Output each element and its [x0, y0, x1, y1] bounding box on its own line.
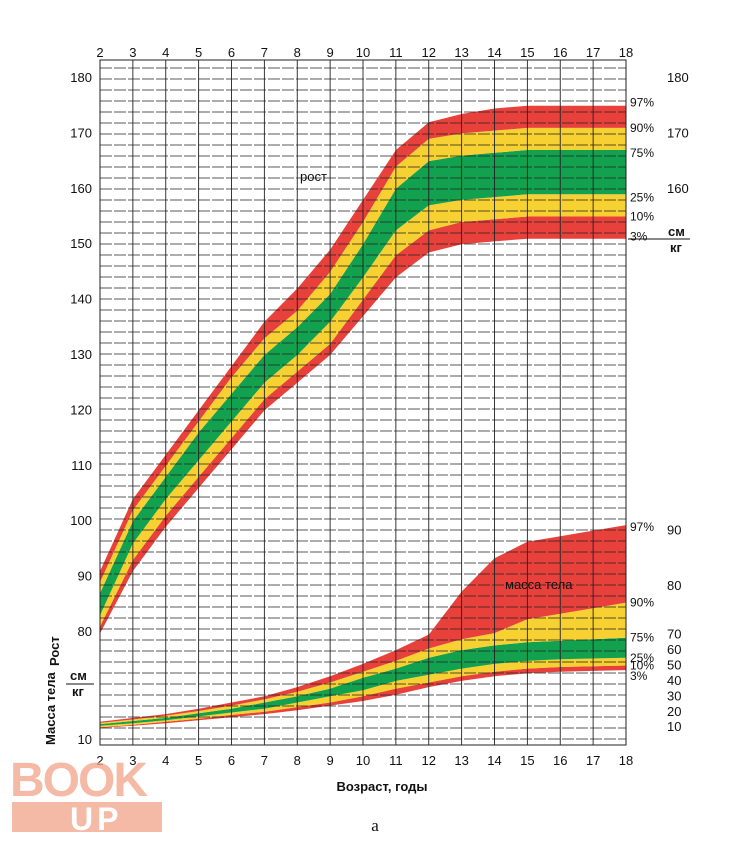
- left-label-height: Рост: [47, 636, 62, 666]
- y-tick-right-height-180: 180: [667, 70, 689, 85]
- x-tick-bottom-8: 8: [294, 753, 301, 768]
- y-tick-left-160: 160: [70, 181, 92, 196]
- x-tick-bottom-11: 11: [389, 753, 403, 768]
- axis-annotations: рост масса тела Возраст, годы Рост см кг…: [43, 169, 690, 794]
- x-tick-bottom-13: 13: [454, 753, 468, 768]
- left-unit-cm: см: [70, 668, 87, 683]
- y-tick-right-weight-70: 70: [667, 627, 681, 642]
- y-tick-right-weight-60: 60: [667, 642, 681, 657]
- watermark-bar: [12, 802, 162, 832]
- y-tick-right-weight-30: 30: [667, 688, 681, 703]
- x-tick-bottom-12: 12: [422, 753, 436, 768]
- x-tick-top-10: 10: [356, 45, 370, 60]
- y-tick-right-height-160: 160: [667, 181, 689, 196]
- watermark-line2: UP: [70, 801, 122, 836]
- y-tick-left-10: 10: [78, 732, 92, 747]
- x-tick-top-7: 7: [261, 45, 268, 60]
- pct-label-weight-75: 75%: [630, 631, 654, 645]
- percentile-labels: 3%10%25%75%90%97%3%10%25%75%90%97%: [630, 96, 654, 683]
- y-tick-left-110: 110: [71, 458, 92, 473]
- pct-label-height-25: 25%: [630, 190, 654, 204]
- x-tick-bottom-3: 3: [129, 753, 136, 768]
- y-tick-left-120: 120: [70, 402, 92, 417]
- y-tick-right-weight-10: 10: [667, 719, 681, 734]
- pct-label-weight-10: 10%: [630, 658, 654, 672]
- x-tick-top-14: 14: [487, 45, 501, 60]
- height-annotation: рост: [300, 169, 327, 184]
- x-tick-bottom-2: 2: [96, 753, 103, 768]
- y-tick-left-130: 130: [70, 347, 92, 362]
- x-tick-bottom-18: 18: [619, 753, 633, 768]
- y-tick-right-weight-90: 90: [667, 523, 681, 538]
- figure-caption: а: [371, 816, 379, 835]
- x-tick-bottom-16: 16: [553, 753, 567, 768]
- left-unit-kg: кг: [72, 684, 85, 699]
- x-tick-bottom-5: 5: [195, 753, 202, 768]
- x-tick-top-13: 13: [454, 45, 468, 60]
- x-tick-top-9: 9: [327, 45, 334, 60]
- x-tick-top-8: 8: [294, 45, 301, 60]
- y-tick-right-weight-40: 40: [667, 673, 681, 688]
- x-tick-bottom-4: 4: [162, 753, 169, 768]
- y-tick-right-weight-80: 80: [667, 578, 681, 593]
- y-tick-left-80: 80: [78, 624, 92, 639]
- x-tick-top-2: 2: [96, 45, 103, 60]
- chart-grid: [99, 59, 627, 746]
- x-tick-top-12: 12: [422, 45, 436, 60]
- x-tick-top-16: 16: [553, 45, 567, 60]
- y-tick-right-weight-20: 20: [667, 704, 681, 719]
- x-axis-label: Возраст, годы: [337, 779, 428, 794]
- y-tick-right-height-170: 170: [667, 125, 689, 140]
- x-tick-top-17: 17: [586, 45, 600, 60]
- pct-label-height-97: 97%: [630, 96, 654, 110]
- x-tick-top-6: 6: [228, 45, 235, 60]
- left-label-weight: Масса тела: [43, 671, 58, 745]
- pct-label-weight-97: 97%: [630, 520, 654, 534]
- x-tick-bottom-17: 17: [586, 753, 600, 768]
- y-tick-left-140: 140: [70, 292, 92, 307]
- x-tick-top-11: 11: [389, 45, 403, 60]
- pct-label-height-75: 75%: [630, 146, 654, 160]
- bookup-watermark: BOOK UP: [10, 754, 162, 836]
- pct-label-height-90: 90%: [630, 121, 654, 135]
- right-unit-cm: см: [668, 224, 685, 239]
- left-label-weight-text: Масса тела: [43, 671, 58, 745]
- pct-label-weight-3: 3%: [630, 669, 648, 683]
- watermark-line1: BOOK: [10, 754, 148, 807]
- x-tick-bottom-9: 9: [327, 753, 334, 768]
- pct-label-height-10: 10%: [630, 210, 654, 224]
- x-tick-top-18: 18: [619, 45, 633, 60]
- pct-label-weight-25: 25%: [630, 651, 654, 665]
- y-tick-left-170: 170: [70, 125, 92, 140]
- x-tick-bottom-10: 10: [356, 753, 370, 768]
- y-tick-right-weight-50: 50: [667, 657, 681, 672]
- band-weight-3: [100, 602, 626, 725]
- x-tick-bottom-7: 7: [261, 753, 268, 768]
- pct-label-height-3: 3%: [630, 230, 648, 244]
- y-tick-left-180: 180: [70, 70, 92, 85]
- y-tick-left-90: 90: [78, 569, 92, 584]
- x-tick-bottom-14: 14: [487, 753, 501, 768]
- right-unit-kg: кг: [670, 240, 683, 255]
- axis-ticks: 2 2 3 3 4 4 5 5 6 6 7 7 8 8 9 9 10 10 11 11 12 12 13 13 14 14 15 15…: [70, 45, 688, 768]
- x-tick-top-4: 4: [162, 45, 169, 60]
- x-tick-bottom-15: 15: [520, 753, 534, 768]
- pct-label-weight-90: 90%: [630, 596, 654, 610]
- y-tick-left-150: 150: [70, 236, 92, 251]
- x-tick-top-5: 5: [195, 45, 202, 60]
- y-tick-left-100: 100: [70, 513, 92, 528]
- x-tick-top-15: 15: [520, 45, 534, 60]
- weight-annotation: масса тела: [505, 577, 573, 592]
- x-tick-bottom-6: 6: [228, 753, 235, 768]
- x-tick-top-3: 3: [129, 45, 136, 60]
